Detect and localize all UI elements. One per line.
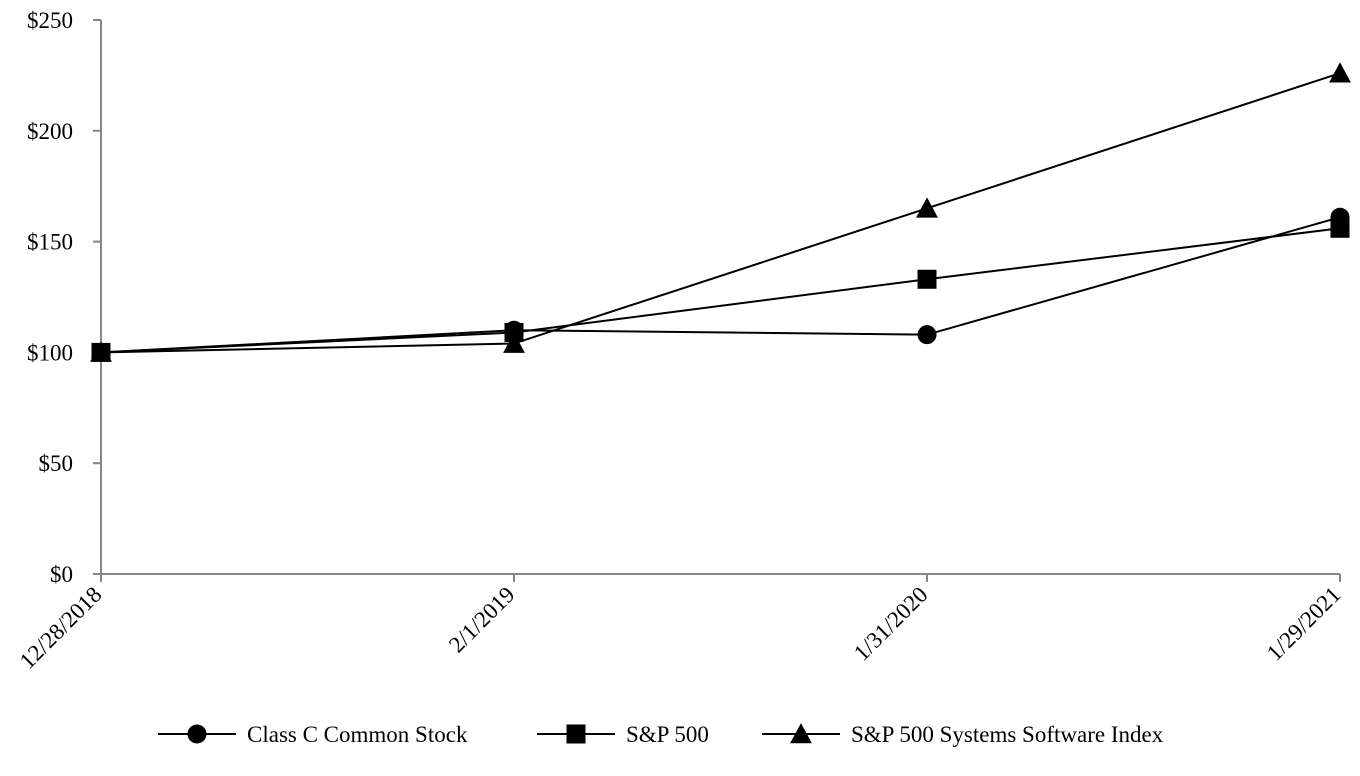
legend-label: Class C Common Stock [247, 722, 468, 747]
data-point-circle [917, 325, 937, 345]
y-tick-label: $50 [39, 451, 74, 476]
data-point-triangle [90, 341, 112, 362]
legend: Class C Common Stock S&P 500 S&P 500 Syste… [158, 722, 1164, 747]
data-point-triangle [916, 197, 938, 218]
legend-marker-square [566, 724, 586, 744]
series-line [100, 227, 1341, 354]
x-tick-label: 1/31/2020 [849, 582, 933, 666]
series-circle [91, 207, 1350, 362]
y-tick-label: $0 [50, 562, 73, 587]
legend-marker-circle [187, 724, 207, 744]
x-tick-label: 2/1/2019 [444, 582, 520, 658]
data-point-triangle [1329, 62, 1351, 83]
legend-marker-triangle [790, 723, 812, 744]
series-square [91, 218, 1350, 362]
x-axis-ticks: 12/28/2018 2/1/2019 1/31/2020 1/29/2021 [15, 574, 1346, 674]
x-tick-label: 1/29/2021 [1262, 582, 1346, 666]
y-tick-label: $250 [27, 8, 73, 33]
x-tick-label: 12/28/2018 [15, 582, 107, 674]
data-point-square [1330, 218, 1350, 238]
data-point-triangle [503, 332, 525, 353]
data-point-square [917, 269, 937, 289]
legend-item: S&P 500 Systems Software Index [762, 722, 1164, 747]
series-line [100, 72, 1341, 354]
chart-axes [100, 20, 1340, 575]
y-tick-label: $100 [27, 340, 73, 365]
legend-label: S&P 500 Systems Software Index [851, 722, 1164, 747]
y-axis-ticks: $0 $50 $100 $150 $200 $250 [27, 8, 101, 587]
series-layer [90, 62, 1351, 362]
y-tick-label: $150 [27, 230, 73, 255]
legend-item: Class C Common Stock [158, 722, 468, 747]
data-point-square [504, 322, 524, 342]
legend-item: S&P 500 [537, 722, 709, 747]
series-triangle [90, 62, 1351, 362]
y-tick-label: $200 [27, 119, 73, 144]
series-line [100, 216, 1341, 354]
legend-label: S&P 500 [626, 722, 709, 747]
